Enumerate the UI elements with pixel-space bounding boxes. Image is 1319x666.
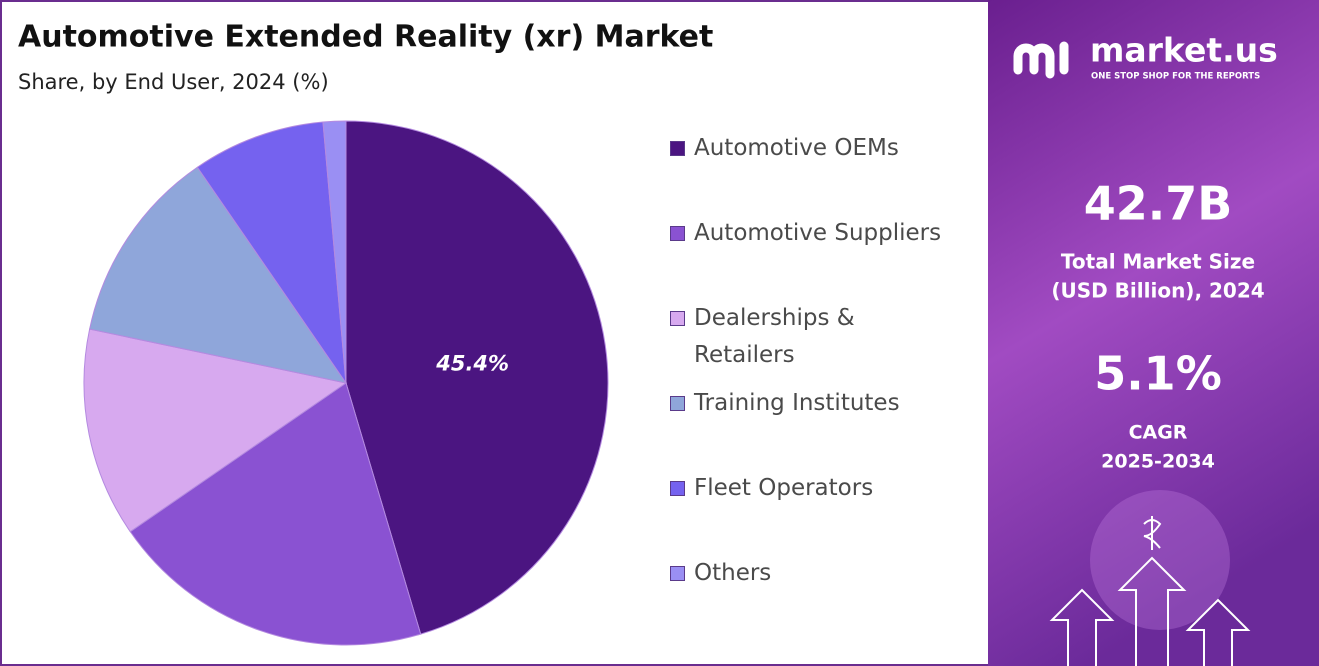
legend-swatch	[670, 481, 685, 496]
pie-slice	[345, 120, 609, 635]
stat-label: 2025-2034	[1101, 451, 1215, 473]
pie-slice	[196, 121, 347, 385]
legend-item: Automotive Suppliers	[670, 215, 941, 252]
stat-value: 5.1%	[1094, 347, 1222, 401]
data-label: 45.4%	[435, 352, 509, 376]
legend-swatch	[670, 396, 685, 411]
pie-slice	[89, 166, 348, 384]
legend-swatch	[670, 311, 685, 326]
legend-item: Fleet Operators	[670, 470, 873, 507]
pie-slice	[83, 328, 348, 533]
legend-item: Others	[670, 555, 771, 592]
legend-label: Automotive Suppliers	[694, 220, 942, 246]
legend-item: Automotive OEMs	[670, 130, 899, 167]
pie-slice	[322, 120, 347, 384]
legend-label: Dealerships & Retailers	[694, 305, 855, 368]
legend-swatch	[670, 141, 685, 156]
side-panel	[988, 0, 1319, 666]
legend-swatch	[670, 226, 685, 241]
legend-label: Fleet Operators	[694, 475, 874, 501]
stat-value: 42.7B	[1084, 177, 1233, 231]
chart-subtitle: Share, by End User, 2024 (%)	[18, 70, 329, 94]
legend-item: Dealerships & Retailers	[670, 300, 890, 374]
legend-label: Automotive OEMs	[694, 135, 899, 161]
pie-slice	[129, 382, 422, 646]
chart-title: Automotive Extended Reality (xr) Market	[18, 20, 713, 55]
legend-swatch	[670, 566, 685, 581]
decor	[1090, 490, 1230, 630]
stat-label: Total Market Size	[1061, 250, 1255, 274]
brand-name: market.us	[1090, 31, 1278, 70]
legend-label: Others	[694, 560, 772, 586]
legend-item: Training Institutes	[670, 385, 900, 422]
stat-label: CAGR	[1129, 422, 1188, 444]
brand-tagline: ONE STOP SHOP FOR THE REPORTS	[1091, 72, 1260, 82]
legend-label: Training Institutes	[694, 390, 900, 416]
arrows-decor	[1049, 516, 1251, 666]
stat-label: (USD Billion), 2024	[1051, 279, 1264, 303]
logo-icon	[1013, 41, 1069, 79]
